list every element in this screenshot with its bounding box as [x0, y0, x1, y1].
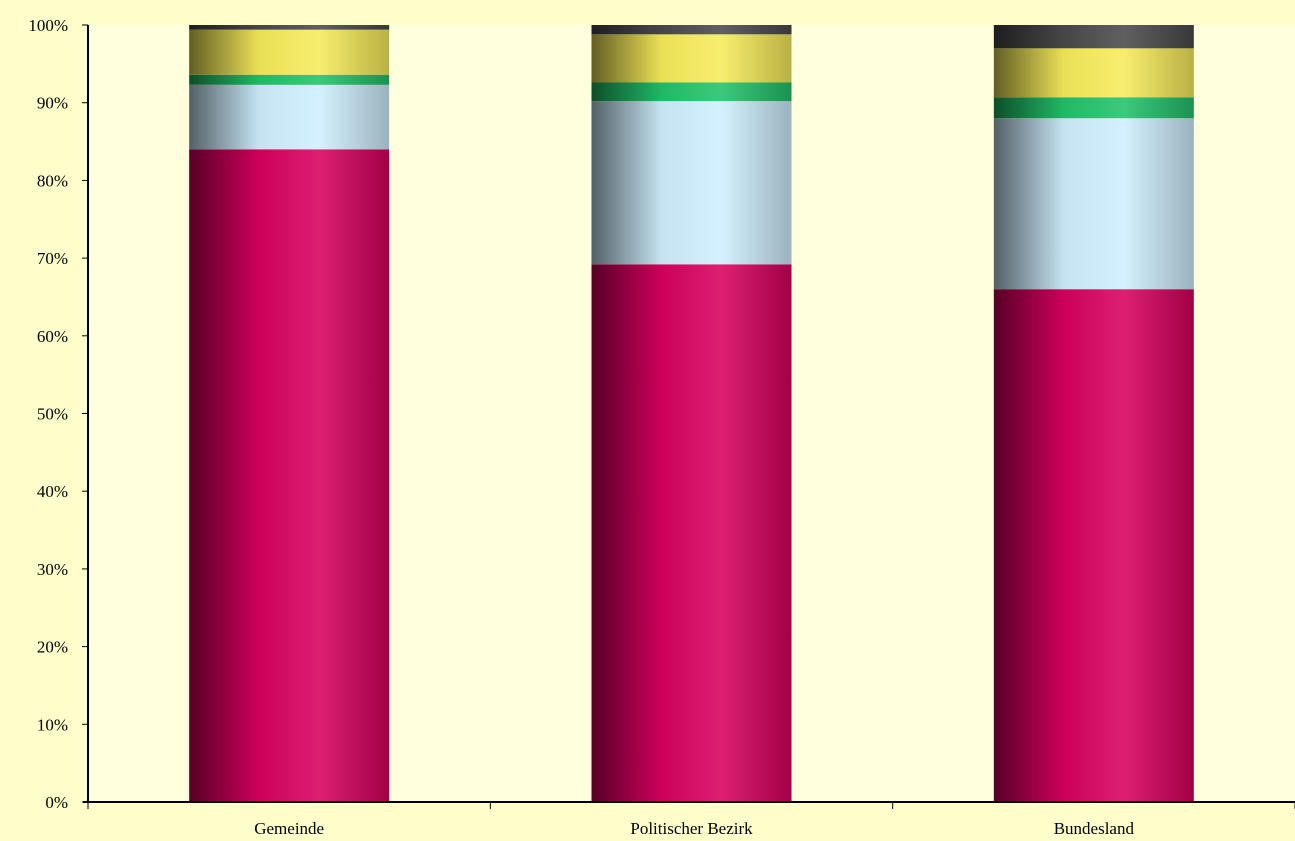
x-category-label: Gemeinde: [254, 819, 324, 838]
y-tick-label: 90%: [37, 94, 68, 113]
bar-segment-2-3: [591, 82, 792, 102]
y-tick-label: 20%: [37, 638, 68, 657]
x-axis-labels: Gemeinde Politischer Bezirk Bundesland: [254, 819, 1134, 838]
bar-segment-3-1: [993, 289, 1194, 802]
y-tick-label: 40%: [37, 482, 68, 501]
bar-segment-2-2: [591, 101, 792, 265]
bar-segment-1-1: [189, 149, 390, 802]
bar-segment-1-2: [189, 84, 390, 150]
y-tick-label: 70%: [37, 249, 68, 268]
x-category-label: Politischer Bezirk: [630, 819, 753, 838]
y-tick-label: 50%: [37, 405, 68, 424]
bar-segment-1-5: [189, 25, 390, 30]
bars-group: [189, 25, 1194, 802]
bar-segment-3-5: [993, 25, 1194, 49]
bar-segment-2-4: [591, 34, 792, 83]
bar-segment-2-1: [591, 264, 792, 802]
y-tick-label: 0%: [45, 793, 68, 812]
y-tick-label: 10%: [37, 715, 68, 734]
y-tick-label: 80%: [37, 171, 68, 190]
bar-segment-3-4: [993, 48, 1194, 98]
x-category-label: Bundesland: [1054, 819, 1135, 838]
y-tick-label: 100%: [28, 16, 68, 35]
bar-segment-2-5: [591, 25, 792, 35]
bar-segment-1-3: [189, 74, 390, 85]
bar-segment-3-2: [993, 118, 1194, 290]
bar-segment-3-3: [993, 97, 1194, 119]
y-tick-label: 60%: [37, 327, 68, 346]
y-axis-ticks: 0% 10% 20% 30% 40% 50% 60% 70% 80% 90% 100%: [28, 16, 88, 812]
bar-segment-1-4: [189, 29, 390, 75]
y-tick-label: 30%: [37, 560, 68, 579]
